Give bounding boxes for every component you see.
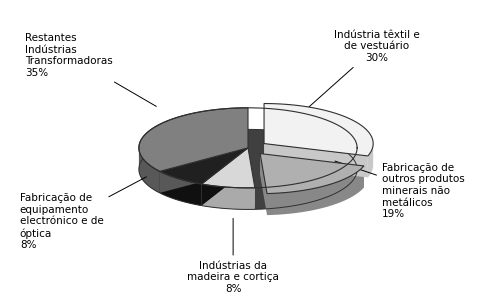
Polygon shape — [160, 171, 201, 206]
Polygon shape — [201, 184, 255, 209]
Polygon shape — [201, 148, 248, 206]
Polygon shape — [264, 103, 373, 156]
Polygon shape — [260, 154, 364, 193]
Polygon shape — [264, 144, 368, 177]
Polygon shape — [368, 144, 373, 177]
Polygon shape — [139, 108, 248, 171]
Polygon shape — [201, 148, 248, 206]
Polygon shape — [260, 154, 267, 215]
Polygon shape — [160, 148, 248, 184]
Text: Indústria têxtil e
de vestuário
30%: Indústria têxtil e de vestuário 30% — [300, 30, 420, 115]
Text: Indústrias da
madeira e cortiça
8%: Indústrias da madeira e cortiça 8% — [187, 218, 279, 294]
Polygon shape — [260, 154, 364, 188]
Text: Fabricação de
outros produtos
minerais não
metálicos
19%: Fabricação de outros produtos minerais n… — [335, 161, 465, 219]
Polygon shape — [248, 148, 255, 209]
Polygon shape — [160, 148, 248, 193]
Polygon shape — [267, 166, 364, 215]
Polygon shape — [160, 148, 248, 193]
Polygon shape — [139, 148, 160, 193]
Text: Restantes
Indústrias
Transformadoras
35%: Restantes Indústrias Transformadoras 35% — [25, 33, 156, 106]
Polygon shape — [201, 148, 255, 188]
Polygon shape — [139, 129, 357, 209]
Text: Fabricação de
equipamento
electrónico e de
óptica
8%: Fabricação de equipamento electrónico e … — [20, 177, 146, 250]
